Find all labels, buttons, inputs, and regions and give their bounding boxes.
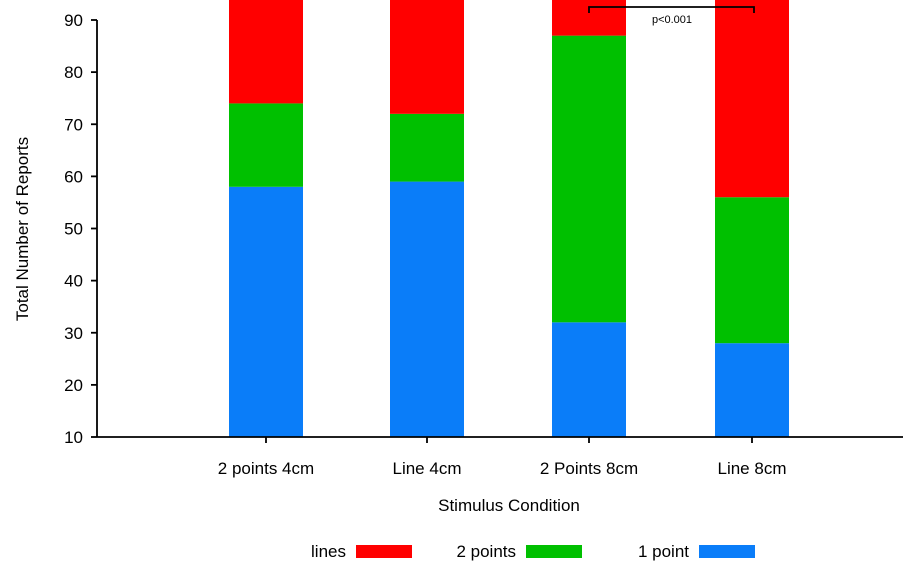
bar-segment — [229, 103, 303, 187]
x-axis-title: Stimulus Condition — [438, 496, 580, 515]
bar-segment — [715, 0, 789, 198]
y-tick-label: 40 — [64, 272, 83, 291]
legend-label: 2 points — [456, 542, 516, 561]
bar-segment — [715, 343, 789, 437]
x-tick-label: 2 Points 8cm — [540, 459, 638, 478]
bar-segment — [390, 113, 464, 182]
bar-segment — [390, 181, 464, 437]
y-tick-label: 10 — [64, 428, 83, 447]
x-tick-label: Line 4cm — [393, 459, 462, 478]
y-tick-label: 50 — [64, 220, 83, 239]
bar-segment — [715, 197, 789, 344]
bar-segment — [229, 0, 303, 104]
x-tick-label: Line 8cm — [718, 459, 787, 478]
legend: lines 2 points 1 point — [311, 542, 755, 561]
significance-annotation: p<0.001 — [588, 6, 755, 26]
bar-segment — [552, 322, 626, 437]
y-tick-label: 20 — [64, 376, 83, 395]
y-tick-label: 30 — [64, 324, 83, 343]
legend-label: lines — [311, 542, 346, 561]
y-tick-label: 80 — [64, 63, 83, 82]
bars-group — [229, 0, 789, 437]
bar-segment — [390, 0, 464, 114]
x-ticks-group: 2 points 4cm Line 4cm 2 Points 8cm Line 8cm — [218, 437, 787, 478]
significance-bracket — [588, 6, 755, 13]
y-tick-label: 70 — [64, 115, 83, 134]
legend-swatch — [526, 545, 582, 558]
bar-segment — [552, 0, 626, 36]
legend-swatch — [356, 545, 412, 558]
x-tick-label: 2 points 4cm — [218, 459, 314, 478]
y-tick-label: 60 — [64, 167, 83, 186]
bar-segment — [552, 35, 626, 323]
y-tick-label: 90 — [64, 11, 83, 30]
legend-label: 1 point — [638, 542, 689, 561]
y-ticks-group: 10 20 30 40 50 60 70 80 90 — [64, 11, 97, 447]
y-axis-title: Total Number of Reports — [13, 137, 32, 321]
significance-label: p<0.001 — [652, 14, 692, 26]
bar-segment — [229, 186, 303, 437]
legend-swatch — [699, 545, 755, 558]
